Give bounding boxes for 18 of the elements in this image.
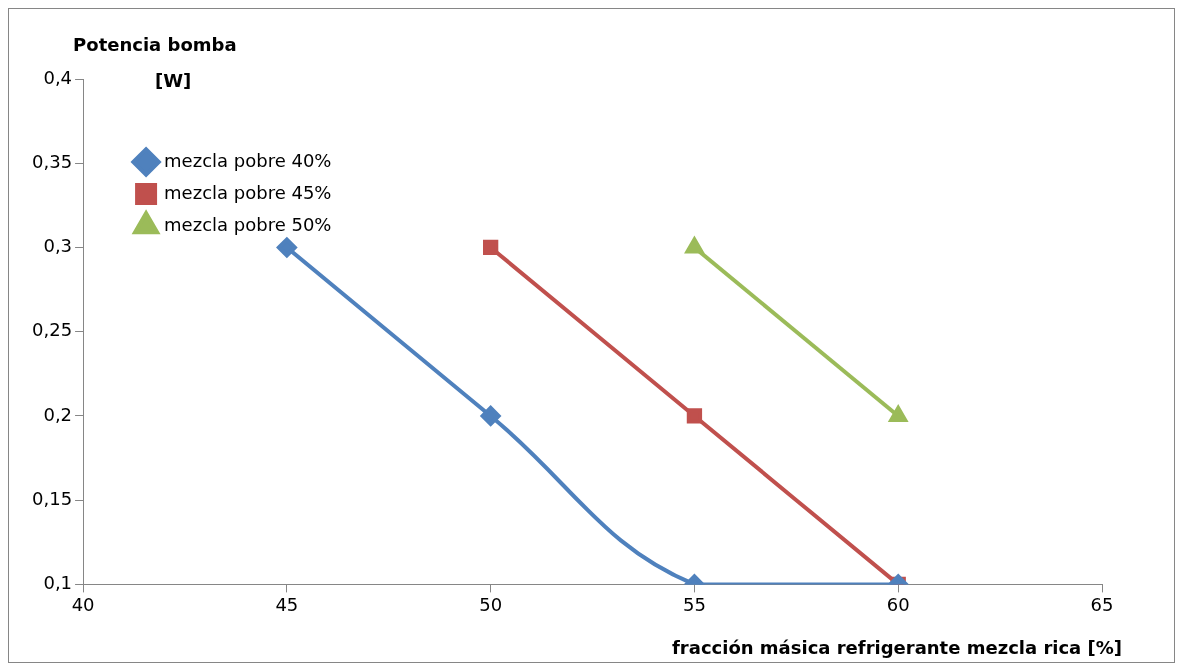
y-tick-label: 0,1 — [43, 572, 73, 594]
x-tick-label: 55 — [682, 593, 706, 615]
y-axis-title: Potencia bomba [W] — [73, 34, 237, 91]
y-tick-label: 0,2 — [43, 403, 73, 425]
y-tick-label: 0,15 — [32, 487, 73, 509]
x-tick-label: 40 — [71, 593, 95, 615]
y-tick-label: 0,4 — [43, 66, 73, 88]
legend-label: mezcla pobre 40% — [164, 149, 332, 171]
x-tick-label: 65 — [1090, 593, 1114, 615]
x-axis-title: fracción másica refrigerante mezcla rica [%] — [672, 637, 1122, 659]
y-tick-label: 0,35 — [32, 150, 73, 172]
y-tick-label: 0,25 — [32, 319, 73, 341]
legend-label: mezcla pobre 45% — [164, 181, 332, 203]
x-tick-label: 45 — [275, 593, 299, 615]
x-tick-label: 50 — [479, 593, 503, 615]
x-tick-label: 60 — [886, 593, 910, 615]
legend-label: mezcla pobre 50% — [164, 213, 332, 235]
y-tick-label: 0,3 — [43, 235, 73, 257]
